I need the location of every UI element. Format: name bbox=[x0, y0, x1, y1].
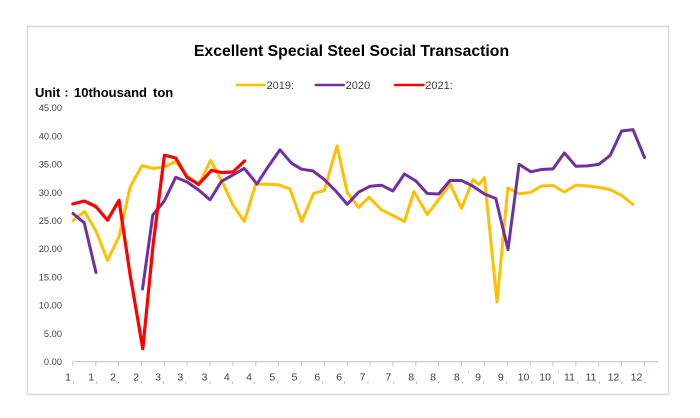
svg-text:2019:: 2019: bbox=[267, 80, 295, 92]
svg-text:12: 12 bbox=[631, 372, 643, 384]
svg-text:35.00: 35.00 bbox=[39, 160, 62, 170]
svg-text:7: 7 bbox=[385, 372, 391, 384]
svg-text:,: , bbox=[73, 375, 75, 384]
svg-text:': ' bbox=[558, 369, 560, 379]
svg-text:,: , bbox=[644, 375, 646, 384]
svg-text:2021:: 2021: bbox=[425, 80, 453, 92]
svg-text:,: , bbox=[505, 375, 507, 384]
svg-text:,: , bbox=[393, 375, 395, 384]
svg-text:': ' bbox=[646, 369, 648, 379]
svg-text:,: , bbox=[162, 375, 164, 384]
svg-text:5: 5 bbox=[269, 372, 275, 384]
svg-text:3: 3 bbox=[202, 372, 208, 384]
svg-text:4: 4 bbox=[246, 372, 252, 384]
svg-text:5.00: 5.00 bbox=[44, 329, 62, 339]
svg-text:,: , bbox=[438, 375, 440, 384]
svg-text:,: , bbox=[531, 375, 533, 384]
svg-text:2: 2 bbox=[133, 372, 139, 384]
svg-text:Unit: Unit bbox=[35, 85, 61, 100]
svg-text:1: 1 bbox=[65, 372, 71, 384]
svg-text:9: 9 bbox=[498, 372, 504, 384]
svg-text::: : bbox=[65, 86, 69, 100]
svg-text:,: , bbox=[461, 375, 463, 384]
svg-text:8: 8 bbox=[454, 372, 460, 384]
svg-text:10.00: 10.00 bbox=[39, 301, 62, 311]
svg-text:4: 4 bbox=[224, 372, 230, 384]
svg-text:6: 6 bbox=[336, 372, 342, 384]
svg-text:25.00: 25.00 bbox=[39, 216, 62, 226]
svg-text:12: 12 bbox=[608, 372, 620, 384]
svg-text:10thousand: 10thousand bbox=[74, 85, 147, 100]
svg-text:2: 2 bbox=[110, 372, 116, 384]
svg-text:20.00: 20.00 bbox=[39, 244, 62, 254]
svg-text:1: 1 bbox=[88, 372, 94, 384]
svg-text:9: 9 bbox=[475, 372, 481, 384]
svg-text:5: 5 bbox=[292, 372, 298, 384]
svg-text:,: , bbox=[231, 375, 233, 384]
svg-text:30.00: 30.00 bbox=[39, 188, 62, 198]
svg-text:,: , bbox=[185, 375, 187, 384]
svg-text:,: , bbox=[482, 375, 484, 384]
svg-text:3: 3 bbox=[177, 372, 183, 384]
svg-text:.: . bbox=[370, 83, 372, 92]
svg-text:10: 10 bbox=[518, 372, 530, 384]
svg-text:40.00: 40.00 bbox=[39, 131, 62, 141]
svg-text:45.00: 45.00 bbox=[39, 103, 62, 113]
svg-text:11: 11 bbox=[585, 372, 596, 384]
svg-text:,: , bbox=[141, 375, 143, 384]
svg-text:,: , bbox=[253, 375, 255, 384]
svg-text:ton: ton bbox=[153, 85, 173, 100]
svg-text:,: , bbox=[118, 375, 120, 384]
svg-text:15.00: 15.00 bbox=[39, 272, 62, 282]
svg-text:0.00: 0.00 bbox=[44, 357, 62, 367]
svg-text:,: , bbox=[209, 375, 211, 384]
svg-text:,: , bbox=[416, 375, 418, 384]
svg-text:,: , bbox=[96, 375, 98, 384]
svg-text:,: , bbox=[299, 375, 301, 384]
svg-text:,: , bbox=[322, 375, 324, 384]
svg-text:,: , bbox=[553, 375, 555, 384]
svg-text:,: , bbox=[577, 375, 579, 384]
svg-text:,: , bbox=[343, 375, 345, 384]
svg-text:6: 6 bbox=[314, 372, 320, 384]
svg-text:7: 7 bbox=[360, 372, 366, 384]
svg-text:8: 8 bbox=[408, 372, 414, 384]
svg-text:': ' bbox=[468, 369, 470, 379]
svg-text:8: 8 bbox=[430, 372, 436, 384]
svg-text:,: , bbox=[367, 375, 369, 384]
svg-text:3: 3 bbox=[155, 372, 161, 384]
svg-text:,: , bbox=[598, 375, 600, 384]
svg-text:Excellent Special Steel Social: Excellent Special Steel Social Transacti… bbox=[194, 43, 509, 60]
svg-text:11: 11 bbox=[564, 372, 575, 384]
svg-text:10: 10 bbox=[539, 372, 551, 384]
svg-text:2020: 2020 bbox=[346, 80, 370, 92]
svg-text:,: , bbox=[621, 375, 623, 384]
svg-text:,: , bbox=[277, 375, 279, 384]
